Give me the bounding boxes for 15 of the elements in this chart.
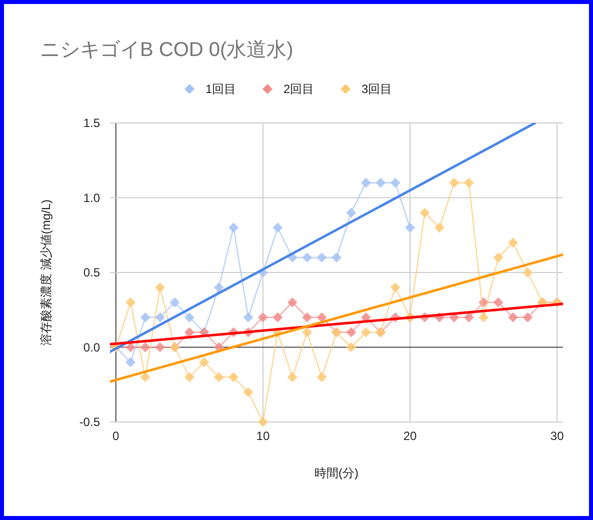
x-tick-label: 20 xyxy=(403,429,418,443)
y-axis-title: 溶存酸素濃度 減少値(mg/L) xyxy=(39,199,53,346)
x-tick-label: 10 xyxy=(256,429,270,443)
y-tick-label: -0.5 xyxy=(79,415,100,429)
legend-label: 3回目 xyxy=(362,82,392,96)
x-axis-title: 時間(分) xyxy=(314,466,358,480)
x-tick-label: 30 xyxy=(550,429,564,443)
legend-label: 2回目 xyxy=(284,82,314,96)
y-tick-label: 0.5 xyxy=(83,266,100,280)
y-tick-label: 0.0 xyxy=(83,340,100,354)
y-tick-label: 1.5 xyxy=(83,116,100,130)
x-tick-label: 0 xyxy=(112,429,120,443)
chart-title: ニシキゴイB COD 0(水道水) xyxy=(40,39,294,61)
y-tick-label: 1.0 xyxy=(83,190,100,205)
legend-label: 1回目 xyxy=(206,82,236,96)
